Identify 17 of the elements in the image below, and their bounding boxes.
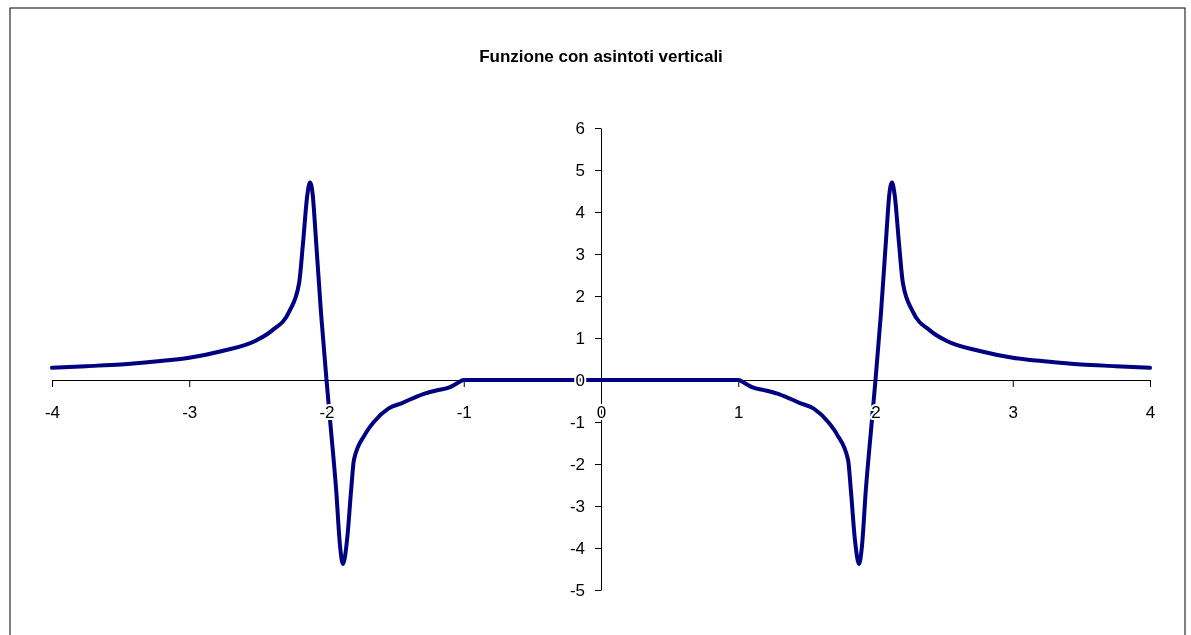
y-tick-label: -2 xyxy=(569,454,585,474)
x-tick-label: -1 xyxy=(456,403,472,423)
y-tick-label: -5 xyxy=(569,580,585,600)
y-tick-label: 6 xyxy=(575,118,585,138)
y-tick-label: -3 xyxy=(569,496,585,516)
x-tick-label: -3 xyxy=(182,403,198,423)
y-tick-label: 1 xyxy=(575,328,585,348)
y-tick-label: -4 xyxy=(569,538,585,558)
x-tick-label: 1 xyxy=(734,403,744,423)
chart-title: Funzione con asintoti verticali xyxy=(479,47,723,66)
y-tick-label: 3 xyxy=(575,244,585,264)
x-tick-label: 3 xyxy=(1008,403,1018,423)
x-tick-label: -4 xyxy=(44,403,61,423)
y-tick-label: 2 xyxy=(575,286,585,306)
y-tick-label: 5 xyxy=(575,160,585,180)
x-tick-label: 4 xyxy=(1145,403,1156,423)
y-tick-label: 4 xyxy=(575,202,585,222)
